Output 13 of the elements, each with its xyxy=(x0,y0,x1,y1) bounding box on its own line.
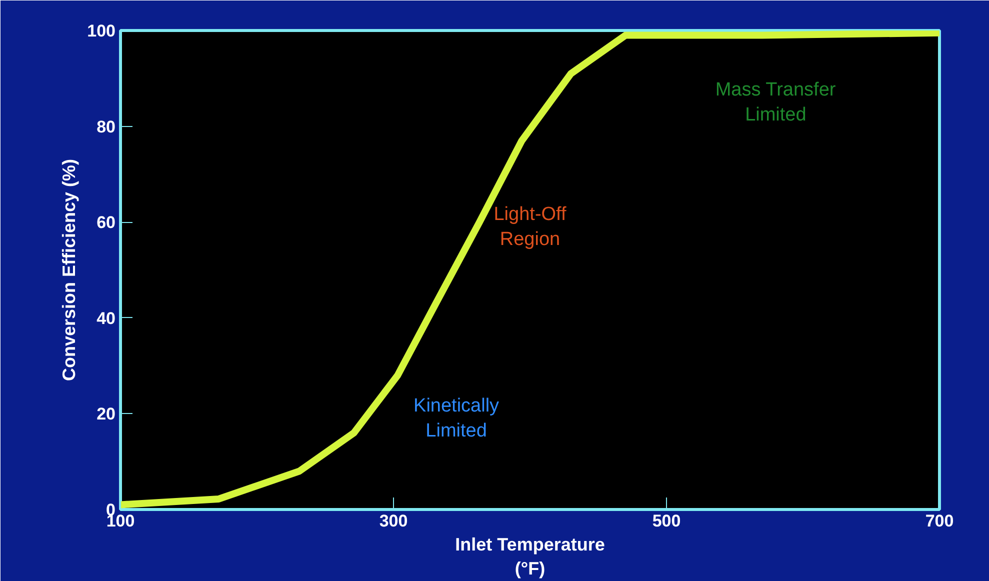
x-axis-title: Inlet Temperature (°F) xyxy=(455,534,605,578)
annotation: Mass Transfer Limited xyxy=(715,79,836,126)
y-tick-label: 80 xyxy=(96,117,116,136)
y-axis-title: Conversion Efficiency (%) xyxy=(59,158,80,382)
x-tick-label: 300 xyxy=(379,512,408,530)
y-tick-label: 60 xyxy=(96,213,116,232)
y-tick-label: 100 xyxy=(87,22,116,40)
x-tick-label: 700 xyxy=(925,512,954,530)
y-tick-label: 40 xyxy=(96,308,116,328)
y-tick-label: 20 xyxy=(96,404,116,424)
annotation: Kinetically Limited xyxy=(414,395,500,442)
x-tick-label: 500 xyxy=(652,512,681,530)
annotation: Light-Off Region xyxy=(494,204,567,250)
